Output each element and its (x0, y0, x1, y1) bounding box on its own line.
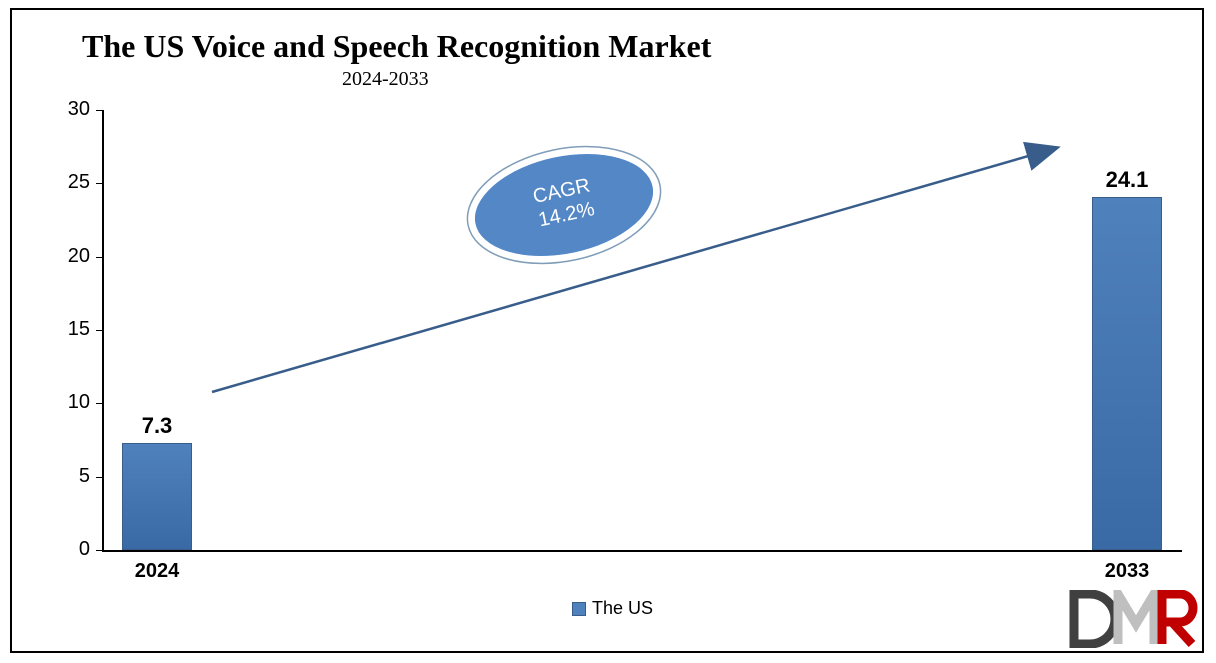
y-tick (96, 403, 102, 404)
bar (122, 443, 192, 550)
y-tick (96, 550, 102, 551)
y-tick-label: 10 (50, 391, 90, 414)
y-tick-label: 15 (50, 318, 90, 341)
chart-title: The US Voice and Speech Recognition Mark… (82, 28, 711, 65)
y-tick (96, 257, 102, 258)
legend-swatch (572, 602, 586, 616)
legend-label: The US (592, 598, 653, 619)
chart-subtitle: 2024-2033 (342, 68, 429, 91)
y-tick (96, 330, 102, 331)
x-tick-label: 2024 (102, 560, 212, 583)
data-label: 24.1 (1072, 167, 1182, 193)
y-tick-label: 5 (50, 465, 90, 488)
x-axis (102, 550, 1182, 552)
plot-area: CAGR 14.2% 0510152025307.3202424.12033 (102, 110, 1182, 550)
y-tick-label: 20 (50, 245, 90, 268)
chart-legend: The US (572, 598, 653, 619)
y-tick (96, 110, 102, 111)
chart-frame: The US Voice and Speech Recognition Mark… (10, 8, 1204, 653)
brand-logo (1068, 590, 1198, 653)
y-tick-label: 0 (50, 538, 90, 561)
x-tick-label: 2033 (1072, 560, 1182, 583)
data-label: 7.3 (102, 413, 212, 439)
y-tick (96, 477, 102, 478)
bar (1092, 197, 1162, 550)
y-tick-label: 25 (50, 171, 90, 194)
cagr-callout: CAGR 14.2% (464, 145, 664, 255)
y-axis (102, 110, 104, 550)
y-tick (96, 183, 102, 184)
y-tick-label: 30 (50, 98, 90, 121)
